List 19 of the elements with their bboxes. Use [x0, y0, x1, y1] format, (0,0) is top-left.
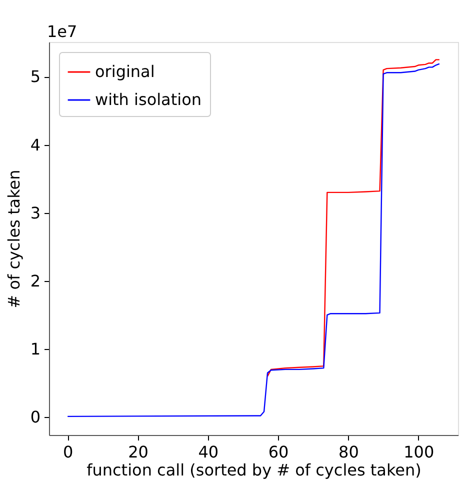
y-tick-label: 5 [30, 67, 40, 86]
x-tick-label: 20 [128, 442, 148, 462]
x-axis-title: function call (sorted by # of cycles taken) [86, 460, 422, 480]
legend-label: original [95, 62, 155, 81]
y-tick-label: 4 [30, 135, 40, 154]
line-series [66, 63, 440, 418]
x-tick-label: 60 [268, 442, 289, 462]
legend-label: with isolation [95, 90, 202, 109]
y-tick-label: 2 [30, 271, 40, 290]
x-tick-label: 0 [62, 442, 74, 462]
y-tick-label: 3 [30, 203, 40, 222]
line-series [266, 59, 440, 377]
y-tick-label: 1 [30, 340, 40, 359]
y-axis-title: # of cycles taken [4, 170, 24, 308]
x-tick-label: 40 [198, 442, 219, 462]
x-tick-label: 100 [404, 442, 434, 462]
text: 1e7 [47, 22, 78, 41]
y-tick-label: 0 [30, 408, 40, 427]
x-tick-label: 80 [338, 442, 359, 462]
